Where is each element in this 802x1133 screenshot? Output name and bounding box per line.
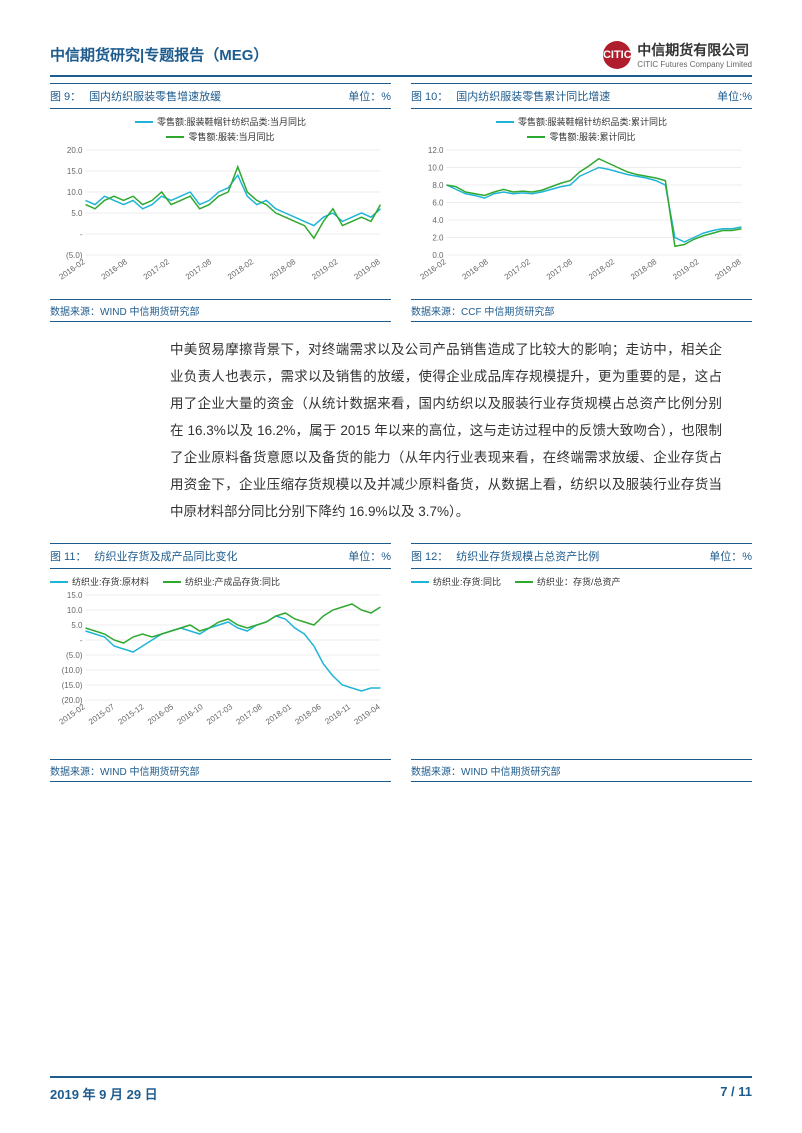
svg-text:2017-02: 2017-02: [142, 257, 172, 282]
svg-text:2018-08: 2018-08: [268, 257, 298, 282]
chart9-svg: (5.0)-5.010.015.020.0 2016-022016-082017…: [50, 145, 391, 285]
svg-text:2018-06: 2018-06: [293, 702, 323, 727]
chart9-fignum: 图 9：: [50, 88, 81, 104]
svg-text:2019-08: 2019-08: [352, 257, 382, 282]
svg-text:2018-02: 2018-02: [587, 257, 617, 282]
chart12-source: 数据来源：WIND 中信期货研究部: [411, 759, 752, 782]
svg-text:2017-08: 2017-08: [545, 257, 575, 282]
svg-text:2016-10: 2016-10: [175, 702, 205, 727]
chart10-legend2: 零售额:服装:累计同比: [549, 130, 635, 143]
header-title: 中信期货研究|专题报告（MEG）: [50, 44, 268, 65]
chart12-unit: 单位：%: [709, 548, 752, 564]
svg-text:-: -: [80, 230, 83, 239]
svg-text:10.0: 10.0: [428, 164, 444, 173]
svg-text:(15.0): (15.0): [62, 681, 83, 690]
chart9-source: 数据来源：WIND 中信期货研究部: [50, 299, 391, 322]
svg-text:2016-05: 2016-05: [146, 702, 176, 727]
svg-text:2016-02: 2016-02: [418, 257, 448, 282]
chart10-fignum: 图 10：: [411, 88, 448, 104]
svg-text:2015-12: 2015-12: [116, 702, 146, 727]
chart-10: 图 10： 国内纺织服装零售累计同比增速 单位:% 零售额:服装鞋帽针纺织品类:…: [411, 83, 752, 322]
svg-text:(10.0): (10.0): [62, 666, 83, 675]
svg-text:15.0: 15.0: [67, 167, 83, 176]
svg-text:2016-02: 2016-02: [57, 257, 87, 282]
chart10-title: 国内纺织服装零售累计同比增速: [456, 88, 717, 104]
svg-text:5.0: 5.0: [71, 621, 83, 630]
page-header: 中信期货研究|专题报告（MEG） CITIC 中信期货有限公司 CITIC Fu…: [50, 40, 752, 77]
chart12-legend1: 纺织业:存货:同比: [433, 575, 501, 588]
charts-row-1: 图 9： 国内纺织服装零售增速放缓 单位：% 零售额:服装鞋帽针纺织品类:当月同…: [50, 83, 752, 322]
chart9-unit: 单位：%: [348, 88, 391, 104]
svg-text:2017-02: 2017-02: [503, 257, 533, 282]
svg-text:10.0: 10.0: [67, 188, 83, 197]
chart10-unit: 单位:%: [717, 88, 752, 104]
company-name-cn: 中信期货有限公司: [637, 40, 752, 60]
chart12-legend: 纺织业:存货:同比 纺织业：存货/总资产: [411, 569, 752, 590]
svg-text:5.0: 5.0: [71, 209, 83, 218]
svg-text:(5.0): (5.0): [66, 651, 83, 660]
svg-text:2019-02: 2019-02: [310, 257, 340, 282]
chart12-legend2: 纺织业：存货/总资产: [537, 575, 621, 588]
company-logo: CITIC 中信期货有限公司 CITIC Futures Company Lim…: [603, 40, 752, 69]
svg-text:2017-03: 2017-03: [205, 702, 235, 727]
chart12-fignum: 图 12：: [411, 548, 448, 564]
svg-text:2018-11: 2018-11: [323, 702, 352, 726]
chart11-svg: (20.0)(15.0)(10.0)(5.0)-5.010.015.0 2015…: [50, 590, 391, 730]
svg-text:20.0: 20.0: [67, 146, 83, 155]
footer-date: 2019 年 9 月 29 日: [50, 1084, 158, 1103]
svg-text:2018-02: 2018-02: [226, 257, 256, 282]
chart10-legend: 零售额:服装鞋帽针纺织品类:累计同比 零售额:服装:累计同比: [411, 109, 752, 145]
svg-text:2015-02: 2015-02: [57, 702, 87, 727]
svg-text:15.0: 15.0: [67, 591, 83, 600]
svg-text:8.0: 8.0: [432, 181, 444, 190]
footer-page: 7 / 11: [720, 1084, 752, 1103]
chart-11: 图 11： 纺织业存货及成产品同比变化 单位：% 纺织业:存货:原材料 纺织业:…: [50, 543, 391, 782]
chart-9: 图 9： 国内纺织服装零售增速放缓 单位：% 零售额:服装鞋帽针纺织品类:当月同…: [50, 83, 391, 322]
chart12-svg: [411, 590, 752, 730]
chart-12: 图 12： 纺织业存货规模占总资产比例 单位：% 纺织业:存货:同比 纺织业：存…: [411, 543, 752, 782]
chart9-legend1: 零售额:服装鞋帽针纺织品类:当月同比: [157, 115, 306, 128]
svg-text:2019-04: 2019-04: [352, 702, 382, 727]
chart9-legend: 零售额:服装鞋帽针纺织品类:当月同比 零售额:服装:当月同比: [50, 109, 391, 145]
svg-text:6.0: 6.0: [432, 199, 444, 208]
svg-text:2019-02: 2019-02: [671, 257, 701, 282]
chart10-svg: 0.02.04.06.08.010.012.0 2016-022016-0820…: [411, 145, 752, 285]
svg-text:10.0: 10.0: [67, 606, 83, 615]
svg-text:2016-08: 2016-08: [100, 257, 130, 282]
svg-text:2016-08: 2016-08: [461, 257, 491, 282]
svg-text:2017-08: 2017-08: [234, 702, 264, 727]
chart11-fignum: 图 11：: [50, 548, 86, 564]
chart11-unit: 单位：%: [348, 548, 391, 564]
svg-text:2018-01: 2018-01: [264, 702, 294, 727]
svg-text:2015-07: 2015-07: [87, 702, 117, 727]
page-container: 中信期货研究|专题报告（MEG） CITIC 中信期货有限公司 CITIC Fu…: [0, 0, 802, 826]
svg-text:2.0: 2.0: [432, 234, 444, 243]
svg-text:2018-08: 2018-08: [629, 257, 659, 282]
chart11-title: 纺织业存货及成产品同比变化: [94, 548, 348, 564]
logo-icon: CITIC: [603, 41, 631, 69]
svg-text:4.0: 4.0: [432, 216, 444, 225]
chart11-source: 数据来源：WIND 中信期货研究部: [50, 759, 391, 782]
chart11-legend2: 纺织业:产成品存货:同比: [185, 575, 280, 588]
chart11-legend1: 纺织业:存货:原材料: [72, 575, 149, 588]
charts-row-2: 图 11： 纺织业存货及成产品同比变化 单位：% 纺织业:存货:原材料 纺织业:…: [50, 543, 752, 782]
chart10-source: 数据来源：CCF 中信期货研究部: [411, 299, 752, 322]
svg-text:2019-08: 2019-08: [713, 257, 743, 282]
chart12-title: 纺织业存货规模占总资产比例: [456, 548, 709, 564]
svg-text:12.0: 12.0: [428, 146, 444, 155]
chart9-title: 国内纺织服装零售增速放缓: [89, 88, 348, 104]
company-name-en: CITIC Futures Company Limited: [637, 60, 752, 69]
svg-text:2017-08: 2017-08: [184, 257, 214, 282]
chart10-legend1: 零售额:服装鞋帽针纺织品类:累计同比: [518, 115, 667, 128]
chart9-legend2: 零售额:服装:当月同比: [188, 130, 274, 143]
chart11-legend: 纺织业:存货:原材料 纺织业:产成品存货:同比: [50, 569, 391, 590]
body-paragraph: 中美贸易摩擦背景下，对终端需求以及公司产品销售造成了比较大的影响；走访中，相关企…: [170, 336, 722, 525]
page-footer: 2019 年 9 月 29 日 7 / 11: [50, 1076, 752, 1103]
svg-text:-: -: [80, 636, 83, 645]
